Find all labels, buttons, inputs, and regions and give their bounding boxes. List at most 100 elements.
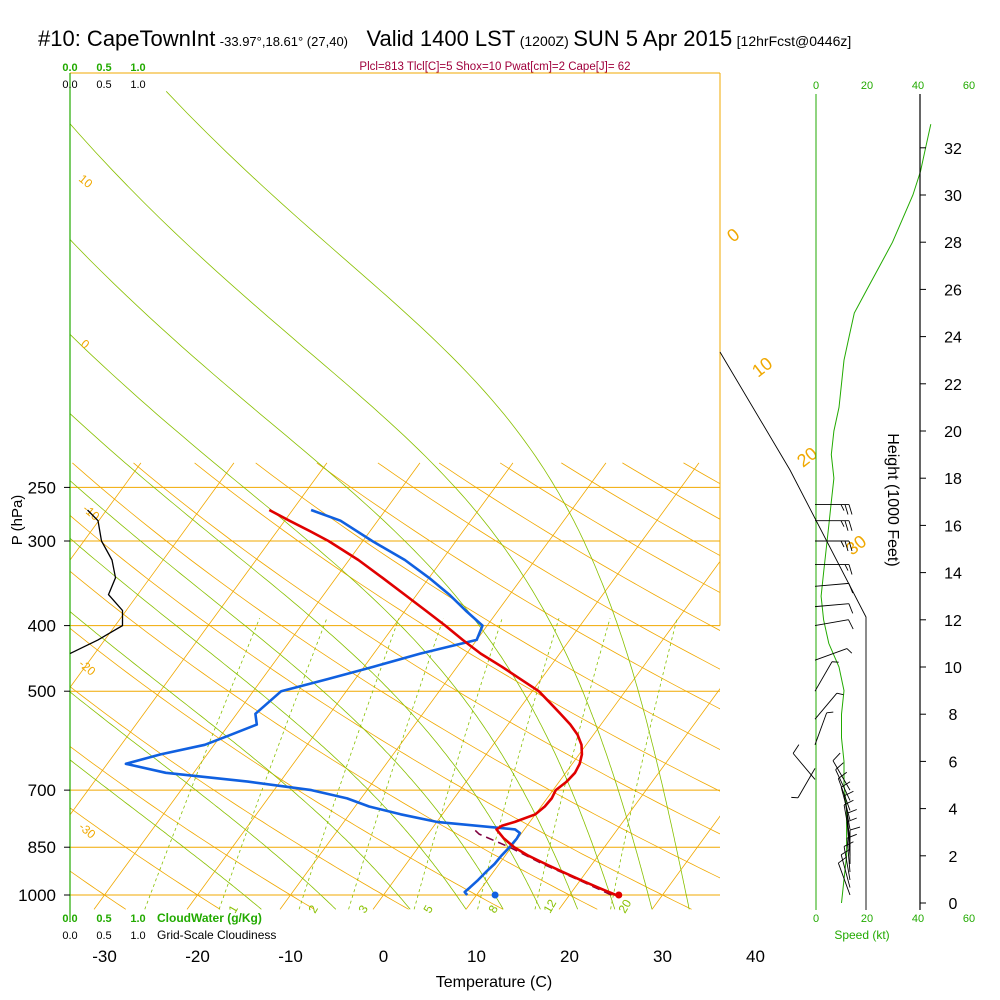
wind-barb-staff — [835, 769, 851, 801]
wind-barb-staff — [797, 768, 816, 799]
wind-panel-boundary — [719, 351, 867, 910]
wind-barb — [814, 661, 839, 692]
isotherm-line — [70, 462, 142, 561]
cloudwater-scale-label: 1.0 — [130, 62, 145, 74]
pressure-tick-label: 300 — [28, 532, 56, 551]
wind-barb — [814, 648, 853, 661]
wind-barb-flag — [846, 648, 853, 654]
cloudiness-line — [69, 509, 124, 655]
wind-barb-flag — [832, 752, 841, 761]
wind-barb-flag — [840, 540, 845, 548]
moist-adiabat-line — [70, 480, 504, 910]
mixing-ratio-label: 20 — [615, 897, 634, 916]
wind-barb-flag — [848, 564, 853, 575]
dry-adiabat-line — [70, 686, 409, 910]
temperature-tick-label: 20 — [560, 947, 579, 966]
moist-adiabat-line — [165, 91, 690, 910]
isotherm-line — [186, 462, 514, 910]
dry-adiabat-label: 10 — [748, 353, 776, 381]
wind-barb — [815, 540, 853, 552]
wind-barb-flag — [838, 771, 848, 779]
temperature-tick-label: 0 — [379, 947, 388, 966]
height-axis-label: Height (1000 Feet) — [884, 433, 901, 566]
mixing-ratio-line — [534, 618, 611, 910]
pressure-tick-label: 400 — [28, 617, 56, 636]
wind-barb — [837, 771, 851, 811]
speed-scale-label: 0 — [813, 80, 819, 92]
dry-adiabat-line — [928, 463, 1000, 909]
mixing-ratio-line — [610, 618, 678, 910]
wind-barb-flag — [840, 781, 851, 788]
isotherm-line — [279, 462, 607, 910]
pressure-tick-label: 850 — [28, 838, 56, 857]
height-tick-label: 12 — [944, 613, 962, 630]
isotherm-line — [70, 462, 328, 816]
wind-barb-staff — [837, 778, 851, 811]
height-tick-label: 26 — [944, 282, 962, 299]
wind-barb-staff — [843, 804, 851, 839]
moist-adiabat-line — [70, 333, 578, 910]
speed-scale-label: 60 — [963, 913, 975, 925]
wind-barb — [815, 504, 853, 515]
wind-barb-flag — [849, 826, 861, 831]
wind-barb-staff — [837, 862, 851, 896]
wind-barb-flag — [848, 619, 854, 630]
cloudwater-scale-label: 0.0 — [62, 913, 77, 925]
dry-adiabat-line — [377, 462, 720, 670]
forecast-info: [12hrFcst@0446z] — [736, 33, 852, 49]
mixing-ratio-line — [413, 618, 503, 910]
wind-barb-staff — [840, 787, 851, 821]
mixing-ratio-line — [348, 618, 444, 910]
height-tick-label: 10 — [944, 660, 962, 677]
wind-barb — [791, 768, 816, 799]
wind-barbs — [791, 504, 861, 896]
cloudiness-scale-label: 1.0 — [130, 930, 145, 942]
dry-adiabat-line — [70, 745, 315, 910]
wind-barb — [815, 564, 853, 575]
wind-barb-flag — [840, 504, 845, 511]
wind-barb-flag — [844, 520, 849, 531]
cloudwater-scale-label: 0.0 — [62, 62, 77, 74]
moist-adiabat-line — [70, 537, 467, 910]
valid-time: Valid 1400 LST — [366, 26, 516, 51]
speed-scale-label: 40 — [912, 913, 924, 925]
wind-barb-staff — [814, 582, 849, 587]
wind-barb-flag — [848, 504, 853, 515]
wind-barb-flag — [836, 692, 844, 696]
temperature-tick-label: 40 — [746, 947, 765, 966]
wind-barb — [814, 619, 854, 630]
mixing-ratio-label: 12 — [540, 897, 559, 916]
speed-scale-label: 20 — [861, 80, 873, 92]
wind-barb — [815, 520, 853, 531]
height-tick-label: 32 — [944, 141, 962, 158]
mixing-ratio-line — [144, 618, 260, 910]
isotherm-line — [465, 560, 720, 910]
dry-adiabat-label: 0 — [723, 224, 743, 246]
cloudwater-scale-label: 1.0 — [130, 913, 145, 925]
wind-barb-flag — [844, 504, 849, 515]
temperature-line — [268, 508, 617, 897]
wind-barb-staff — [846, 821, 851, 856]
height-tick-label: 8 — [949, 707, 958, 724]
station-coords: -33.97°,18.61° (27,40) — [219, 34, 349, 49]
isotherm-line — [838, 463, 1000, 909]
sounding-indices: Plcl=813 Tlcl[C]=5 Shox=10 Pwat[cm]=2 Ca… — [359, 61, 630, 73]
height-tick-label: 20 — [944, 424, 962, 441]
speed-axis-label: Speed (kt) — [834, 928, 889, 942]
wind-barb — [814, 603, 854, 614]
pressure-tick-label: 250 — [28, 478, 56, 497]
height-tick-label: 30 — [944, 188, 962, 205]
pressure-tick-label: 1000 — [18, 886, 56, 905]
wind-barb — [832, 752, 851, 791]
dry-adiabat-line — [316, 462, 720, 710]
height-tick-label: 18 — [944, 471, 962, 488]
pressure-tick-label: 500 — [28, 682, 56, 701]
wind-barb-staff — [792, 753, 816, 780]
height-tick-label: 28 — [944, 235, 962, 252]
speed-scale-label: 60 — [963, 80, 975, 92]
y-axis-label: P (hPa) — [9, 495, 26, 546]
dry-adiabat-line — [133, 462, 720, 835]
height-tick-label: 22 — [944, 377, 962, 394]
dry-adiabat-label: 10 — [76, 172, 95, 192]
